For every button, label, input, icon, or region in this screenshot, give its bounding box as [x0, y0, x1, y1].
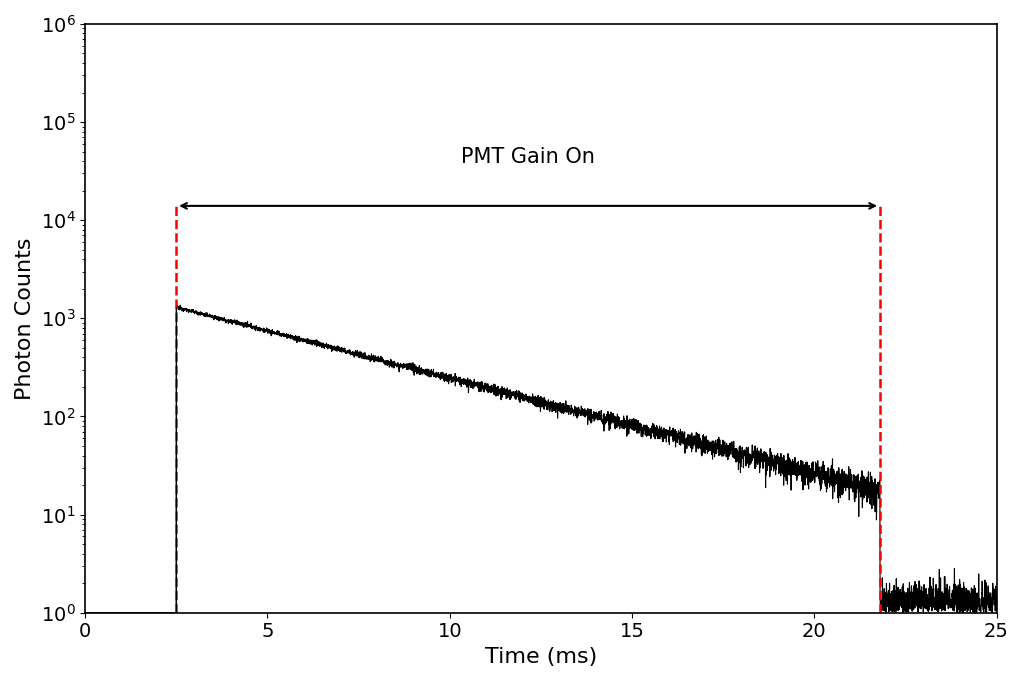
X-axis label: Time (ms): Time (ms) [484, 647, 597, 667]
Text: PMT Gain On: PMT Gain On [461, 147, 595, 167]
Y-axis label: Photon Counts: Photon Counts [15, 237, 35, 400]
